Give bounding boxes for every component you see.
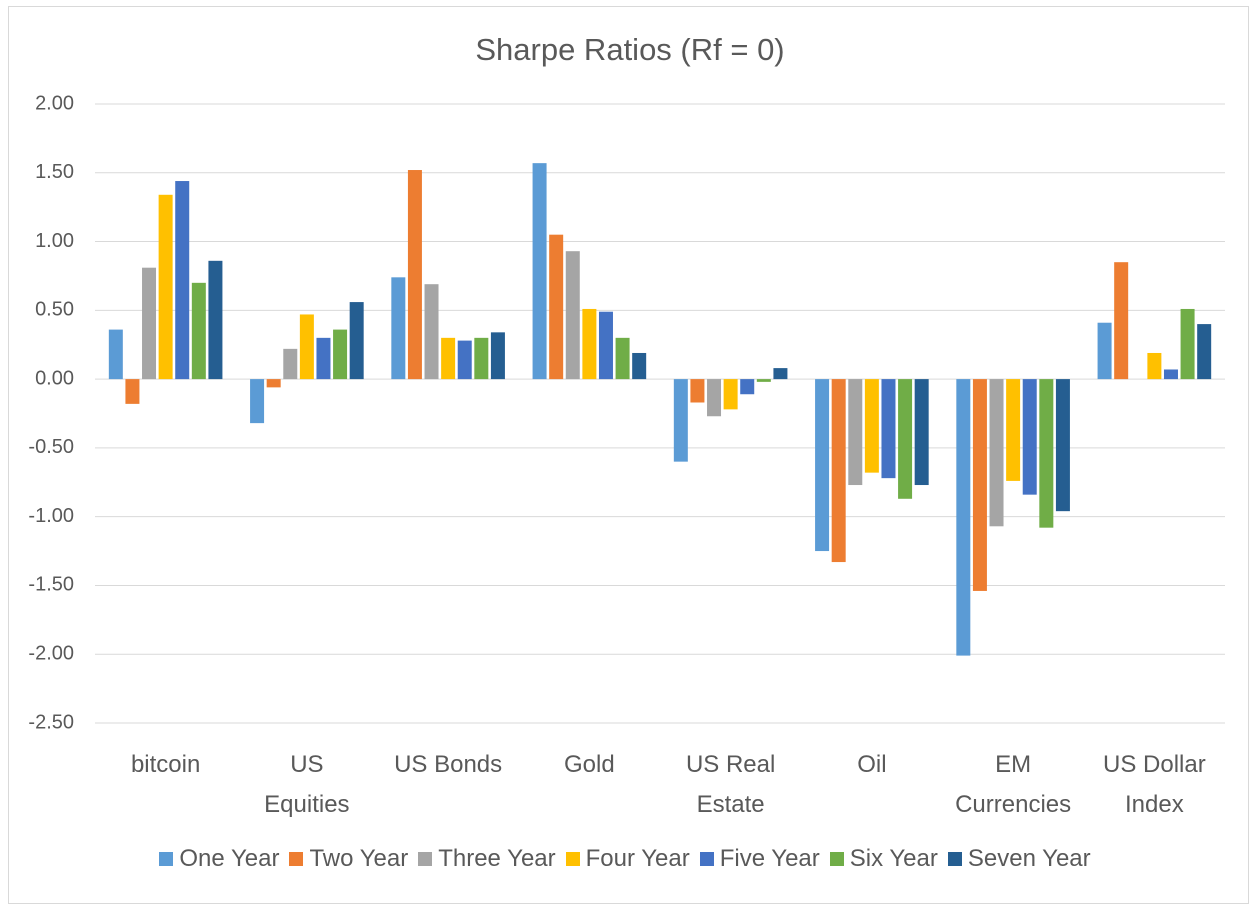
bar: [1055, 379, 1070, 512]
bar: [191, 282, 206, 380]
x-tick-label: EM Currencies: [955, 751, 1072, 818]
bar: [1022, 379, 1037, 495]
bar: [250, 379, 265, 424]
bar: [815, 379, 830, 552]
bar: [773, 368, 788, 380]
legend-swatch: [699, 852, 714, 866]
bar: [391, 277, 406, 380]
bar: [848, 379, 863, 486]
bar: [565, 251, 580, 380]
legend-item: One Year: [159, 845, 279, 873]
bar: [108, 329, 123, 380]
bar: [690, 379, 705, 403]
bar: [142, 267, 157, 380]
legend-label: Two Year: [309, 845, 409, 872]
legend-label: Four Year: [585, 845, 690, 872]
y-tick-label: 1.00: [35, 230, 74, 252]
legend-item: Six Year: [829, 845, 938, 873]
chart-border: [8, 6, 1249, 904]
bar: [1197, 324, 1212, 380]
legend-swatch: [418, 852, 433, 866]
y-tick-label: 2.00: [35, 92, 74, 114]
y-tick-label: 1.50: [35, 161, 74, 183]
legend-swatch: [947, 852, 962, 866]
bar: [956, 379, 971, 656]
bar: [266, 379, 281, 388]
bar: [175, 181, 190, 380]
bar: [1180, 308, 1195, 380]
bar: [598, 311, 613, 380]
bar: [707, 379, 722, 417]
bar: [1114, 262, 1129, 380]
bar: [989, 379, 1004, 527]
y-tick-label: 0.50: [35, 299, 74, 321]
legend-item: Three Year: [418, 845, 556, 873]
bar: [158, 194, 173, 380]
x-tick-label: US Equities: [264, 751, 350, 818]
bar: [914, 379, 929, 486]
y-tick-label: -2.50: [28, 711, 74, 733]
bar: [474, 337, 489, 380]
y-tick-label: 0.00: [35, 367, 74, 389]
bar: [441, 337, 456, 380]
x-tick-label: Oil: [857, 751, 887, 778]
bar: [299, 314, 314, 380]
bar: [1039, 379, 1054, 528]
legend-swatch: [565, 852, 580, 866]
x-tick-label: bitcoin: [130, 751, 201, 778]
bar: [864, 379, 879, 473]
bar: [1163, 369, 1178, 380]
legend-swatch: [829, 852, 844, 866]
bar: [632, 352, 647, 380]
y-tick-label: -1.50: [28, 574, 74, 596]
bar: [898, 379, 913, 499]
bar: [740, 379, 755, 395]
y-tick-label: -0.50: [28, 436, 74, 458]
x-tick-label: US Bonds: [394, 751, 503, 778]
legend-swatch: [289, 852, 304, 866]
legend-item: Four Year: [565, 845, 690, 873]
legend-label: Five Year: [719, 845, 820, 872]
bar: [283, 348, 298, 380]
legend: One Year Two Year Three Year Four Year Five …: [0, 845, 1250, 873]
bar: [1006, 379, 1021, 481]
bar: [532, 163, 547, 380]
legend-label: Three Year: [438, 845, 556, 872]
bar: [407, 170, 422, 380]
x-tick-label: US Dollar Index: [1103, 751, 1206, 818]
bar: [831, 379, 846, 563]
bar: [125, 379, 140, 404]
y-tick-label: -2.00: [28, 643, 74, 665]
bar: [490, 332, 505, 380]
bar: [1097, 322, 1112, 380]
x-tick-label: US Real Estate: [685, 751, 776, 818]
bar: [424, 284, 439, 380]
bar: [972, 379, 987, 591]
bar: [582, 308, 597, 380]
bar: [349, 302, 364, 380]
legend-label: One Year: [179, 845, 280, 872]
legend-swatch: [159, 852, 174, 866]
bar: [333, 329, 348, 380]
chart-title: Sharpe Ratios (Rf = 0): [475, 32, 784, 67]
bar: [1147, 352, 1162, 380]
bar: [673, 379, 688, 462]
bar: [549, 234, 564, 380]
bar: [756, 379, 771, 382]
legend-item: Two Year: [289, 845, 408, 873]
legend-label: Seven Year: [967, 845, 1091, 872]
legend-item: Five Year: [699, 845, 820, 873]
legend-label: Six Year: [849, 845, 938, 872]
bar: [615, 337, 630, 380]
y-tick-label: -1.00: [28, 505, 74, 527]
bar: [316, 337, 331, 380]
bar: [881, 379, 896, 479]
x-tick-label: Gold: [564, 751, 615, 778]
bar: [208, 260, 223, 380]
bar: [457, 340, 472, 380]
bar: [723, 379, 738, 410]
legend-item: Seven Year: [947, 845, 1091, 873]
